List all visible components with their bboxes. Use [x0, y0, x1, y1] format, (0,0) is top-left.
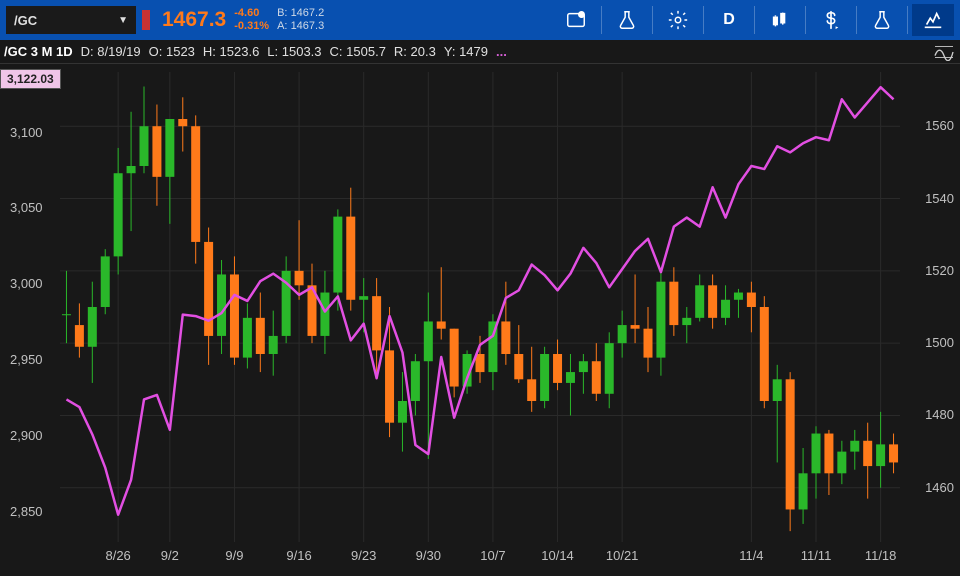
left-axis-tick: 3,100	[10, 125, 43, 140]
last-price: 1467.3	[162, 8, 226, 32]
price-chart	[0, 64, 960, 576]
timeframe-button[interactable]: D	[708, 4, 750, 36]
left-axis-tick: 2,850	[10, 504, 43, 519]
info-open: O: 1523	[149, 44, 195, 59]
left-axis-tick: 3,050	[10, 200, 43, 215]
x-axis-tick: 10/21	[606, 548, 639, 563]
price-change: -4.60 -0.31%	[234, 7, 269, 33]
top-toolbar: /GC ▼ 1467.3 -4.60 -0.31% B: 1467.2 A: 1…	[0, 0, 960, 40]
toggle-overlay-icon[interactable]	[932, 42, 956, 62]
status-indicator	[142, 10, 150, 30]
x-axis-tick: 9/30	[416, 548, 441, 563]
right-axis-tick: 1540	[925, 191, 954, 206]
chart-type-icon[interactable]	[912, 4, 954, 36]
x-axis-tick: 8/26	[105, 548, 130, 563]
x-axis-tick: 11/11	[801, 548, 832, 563]
info-range: R: 20.3	[394, 44, 436, 59]
right-axis-tick: 1560	[925, 118, 954, 133]
symbol-select[interactable]: /GC ▼	[6, 6, 136, 34]
x-axis-tick: 11/18	[865, 548, 897, 563]
right-axis-tick: 1520	[925, 263, 954, 278]
ask-row: A: 1467.3	[277, 20, 324, 33]
x-axis-tick: 9/2	[161, 548, 179, 563]
info-high: H: 1523.6	[203, 44, 259, 59]
info-card-icon[interactable]: i	[555, 4, 597, 36]
left-axis-tick: 2,900	[10, 428, 43, 443]
info-ellipsis[interactable]: ...	[496, 44, 507, 59]
flask-icon[interactable]	[606, 4, 648, 36]
left-axis-tick: 2,950	[10, 352, 43, 367]
info-low: L: 1503.3	[267, 44, 321, 59]
x-axis-tick: 9/9	[225, 548, 243, 563]
flask-icon-2[interactable]	[861, 4, 903, 36]
info-symbol: /GC 3 M 1D	[4, 44, 73, 59]
symbol-text: /GC	[14, 13, 37, 28]
right-axis-tick: 1480	[925, 407, 954, 422]
info-date: D: 8/19/19	[81, 44, 141, 59]
info-y: Y: 1479	[444, 44, 488, 59]
chevron-down-icon: ▼	[118, 15, 128, 26]
gear-icon[interactable]	[657, 4, 699, 36]
change-abs: -4.60	[234, 7, 269, 20]
svg-text:i: i	[581, 13, 582, 18]
bid-ask: B: 1467.2 A: 1467.3	[277, 7, 324, 33]
x-axis-tick: 10/7	[480, 548, 505, 563]
x-axis-tick: 9/23	[351, 548, 376, 563]
change-pct: -0.31%	[234, 20, 269, 33]
right-axis-tick: 1460	[925, 480, 954, 495]
left-axis-tick: 3,000	[10, 276, 43, 291]
chart-style-icon[interactable]	[759, 4, 801, 36]
right-axis-tick: 1500	[925, 335, 954, 350]
dollar-icon[interactable]	[810, 4, 852, 36]
x-axis-tick: 10/14	[541, 548, 574, 563]
chart-area[interactable]: 3,122.03 1460148015001520154015602,8502,…	[0, 64, 960, 576]
x-axis-tick: 9/16	[286, 548, 311, 563]
info-close: C: 1505.7	[330, 44, 386, 59]
x-axis-tick: 11/4	[739, 548, 763, 563]
bid-row: B: 1467.2	[277, 7, 324, 20]
chart-info-bar: /GC 3 M 1D D: 8/19/19 O: 1523 H: 1523.6 …	[0, 40, 960, 64]
